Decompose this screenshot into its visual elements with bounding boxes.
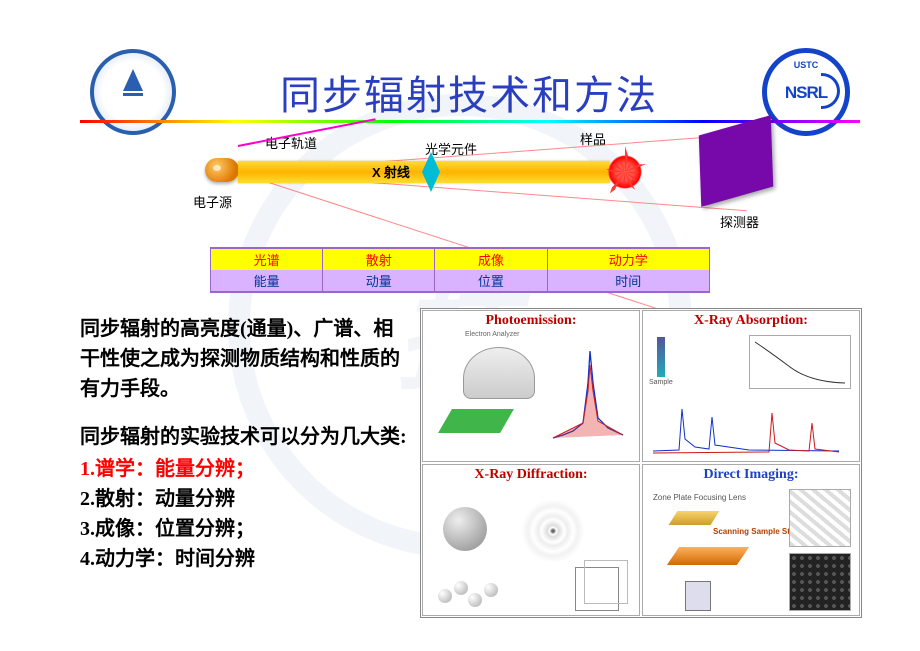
abs-sample-icon — [657, 337, 665, 377]
panel-title: X-Ray Absorption: — [643, 313, 859, 329]
table-cell: 光谱 — [211, 248, 323, 270]
logo-ustc-text: USTC — [794, 60, 819, 70]
beamline-diagram: 电子轨道 光学元件 样品 电子源 X 射线 探测器 — [190, 130, 770, 220]
label-xray: X 射线 — [372, 162, 410, 181]
diff-molecule-icon — [438, 577, 508, 611]
table-cell: 能量 — [211, 270, 323, 292]
table-cell: 散射 — [323, 248, 435, 270]
diff-unitcell-icon — [575, 567, 619, 611]
paragraph-2: 同步辐射的实验技术可以分为几大类: — [80, 422, 410, 452]
scan-stage-icon — [667, 547, 749, 565]
abs-xanes-plot — [649, 395, 845, 457]
pe-analyzer-label: Electron Analyzer — [465, 331, 519, 338]
pe-spectrum — [547, 343, 629, 443]
category-item: 3.成像：位置分辨； — [80, 514, 410, 544]
pe-analyzer-icon — [463, 347, 535, 399]
abs-sample-label: Sample — [649, 379, 673, 386]
technique-panels: Photoemission: Electron Analyzer X-Ray A… — [420, 308, 862, 618]
table-cell: 动力学 — [547, 248, 709, 270]
category-item: 1.谱学：能量分辨； — [80, 454, 410, 484]
paragraph-1: 同步辐射的高亮度(通量)、广谱、相干性使之成为探测物质结构和性质的有力手段。 — [80, 314, 410, 404]
imaging-detector-icon — [685, 581, 711, 611]
category-item: 2.散射：动量分辨 — [80, 484, 410, 514]
abs-decay-plot — [749, 335, 851, 389]
table-cell: 时间 — [547, 270, 709, 292]
table-cell: 动量 — [323, 270, 435, 292]
micrograph-1 — [789, 489, 851, 547]
label-electron-source: 电子源 — [193, 192, 232, 211]
label-detector: 探测器 — [720, 212, 759, 231]
panel-diffraction: X-Ray Diffraction: — [422, 464, 640, 616]
sample-burst-icon — [605, 152, 645, 192]
pe-sample-icon — [438, 409, 514, 433]
table-cell: 位置 — [435, 270, 547, 292]
slide: 技 同步辐射技术和方法 USTC NSRL 电子轨道 光学元件 样品 电子源 X… — [0, 0, 920, 651]
panel-absorption: X-Ray Absorption: Sample — [642, 310, 860, 462]
body-text: 同步辐射的高亮度(通量)、广谱、相干性使之成为探测物质结构和性质的有力手段。 同… — [80, 314, 410, 574]
table-cell: 成像 — [435, 248, 547, 270]
zone-plate-label: Zone Plate Focusing Lens — [653, 493, 746, 502]
panel-title: Direct Imaging: — [643, 467, 859, 483]
diff-pattern-icon — [513, 491, 593, 571]
micrograph-2 — [789, 553, 851, 611]
panel-title: X-Ray Diffraction: — [423, 467, 639, 483]
panel-imaging: Direct Imaging: Zone Plate Focusing Lens… — [642, 464, 860, 616]
panel-title: Photoemission: — [423, 313, 639, 329]
electron-source-icon — [205, 158, 239, 182]
category-list: 1.谱学：能量分辨； 2.散射：动量分辨 3.成像：位置分辨； 4.动力学：时间… — [80, 454, 410, 574]
technique-table: 光谱 散射 成像 动力学 能量 动量 位置 时间 — [210, 247, 710, 293]
slide-title: 同步辐射技术和方法 — [176, 63, 762, 121]
diff-crystal-icon — [443, 507, 487, 551]
category-item: 4.动力学：时间分辨 — [80, 544, 410, 574]
zone-plate-icon — [669, 511, 720, 525]
panel-photoemission: Photoemission: Electron Analyzer — [422, 310, 640, 462]
